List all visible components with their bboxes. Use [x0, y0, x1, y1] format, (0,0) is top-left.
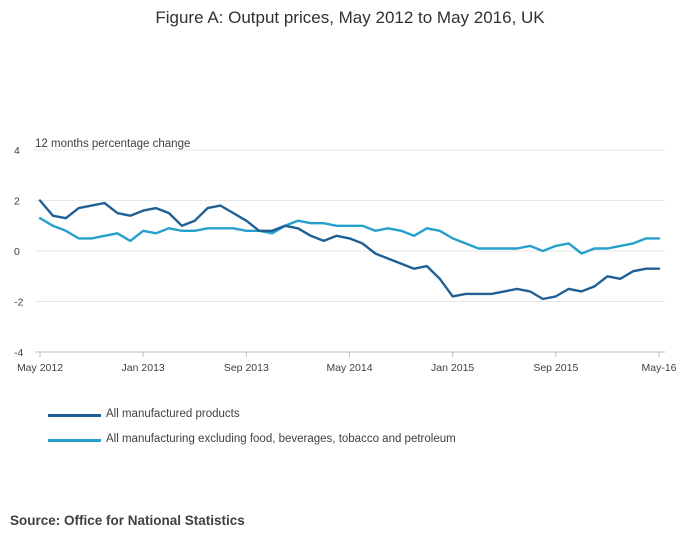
legend-item-series-2[interactable]: All manufacturing excluding food, bevera… — [48, 432, 648, 450]
y-tick-label: 4 — [14, 145, 20, 157]
x-tick-label: May 2014 — [326, 362, 372, 374]
chart-title: Figure A: Output prices, May 2012 to May… — [155, 8, 545, 27]
source-note: Source: Office for National Statistics — [10, 513, 245, 528]
series-lines — [38, 199, 661, 301]
legend-swatch-series-2 — [48, 439, 101, 442]
grid-lines — [35, 149, 665, 302]
x-tick-label: Jan 2015 — [431, 362, 474, 374]
y-axis-ticks: 4 2 0 -2 -4 — [14, 145, 23, 359]
series-line-1 — [38, 199, 661, 301]
series-line-2 — [38, 216, 661, 255]
legend-swatch-series-1 — [48, 414, 101, 417]
y-tick-label: 0 — [14, 246, 20, 258]
x-axis-ticks: May 2012 Jan 2013 Sep 2013 May 2014 Jan 2015… — [17, 352, 677, 374]
legend-item-series-1[interactable]: All manufactured products — [48, 407, 648, 425]
x-tick-label: Jan 2013 — [122, 362, 165, 374]
legend-label-series-1: All manufactured products — [106, 408, 240, 420]
x-tick-label: Sep 2013 — [224, 362, 269, 374]
x-tick-label: Sep 2015 — [533, 362, 578, 374]
y-axis-label: 12 months percentage change — [35, 138, 190, 150]
legend-label-series-2: All manufacturing excluding food, bevera… — [106, 433, 456, 445]
y-tick-label: -2 — [14, 297, 23, 309]
x-tick-label: May 2012 — [17, 362, 63, 374]
y-tick-label: 2 — [14, 196, 20, 208]
x-tick-label: May-16 — [641, 362, 676, 374]
y-tick-label: -4 — [14, 347, 23, 359]
